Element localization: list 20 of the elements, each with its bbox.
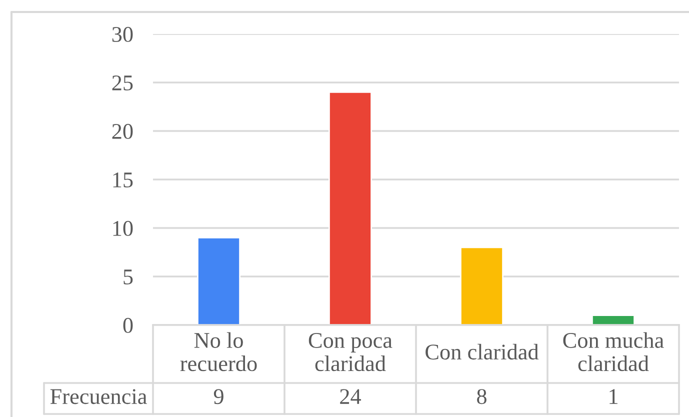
x-tick-label: Con poca claridad: [308, 333, 392, 372]
bar: [592, 314, 635, 325]
y-tick-label: 15: [113, 172, 133, 188]
text: Frecuencia: [50, 389, 147, 404]
x-tick-label: Con mucha claridad: [563, 332, 664, 372]
y-tick-label: 20: [112, 124, 133, 139]
x-tick-label: Con claridad: [426, 344, 539, 360]
x-tick-label: No lo recuerdo: [180, 332, 257, 372]
data-label: 24: [340, 389, 362, 404]
y-tick-label: 25: [112, 75, 133, 90]
y-tick-label: 5: [124, 270, 133, 284]
data-label: 9: [214, 389, 224, 404]
data-label: 1: [610, 389, 618, 404]
y-tick-label: 30: [112, 26, 133, 42]
y-tick-label: 10: [113, 220, 133, 236]
bar: [328, 92, 372, 325]
data-label: 8: [477, 389, 486, 404]
bar: [460, 246, 504, 325]
bar: [197, 237, 240, 325]
y-tick-label: 0: [123, 318, 133, 333]
